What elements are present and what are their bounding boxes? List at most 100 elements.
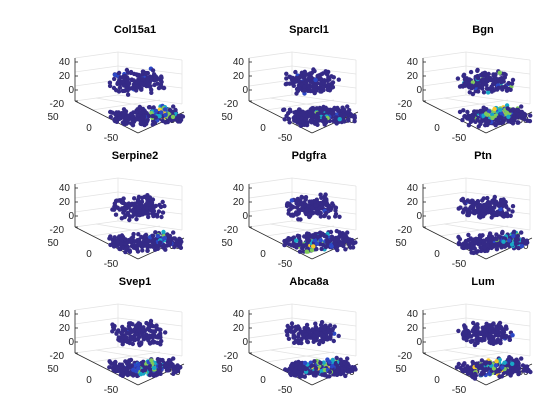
- data-point: [124, 121, 129, 126]
- data-point: [458, 205, 463, 210]
- data-point: [292, 368, 297, 373]
- data-point: [499, 111, 504, 116]
- data-point: [509, 81, 515, 86]
- data-point: [332, 324, 337, 329]
- data-point: [291, 335, 296, 340]
- data-point: [470, 328, 475, 333]
- data-point: [124, 246, 129, 251]
- y-tick-label: 0: [434, 123, 440, 134]
- data-point: [294, 211, 299, 216]
- data-point: [513, 367, 518, 373]
- data-point: [330, 201, 335, 206]
- data-point: [477, 214, 482, 219]
- y-tick-label: 50: [221, 238, 233, 249]
- x-tick-label: -50: [452, 259, 467, 270]
- data-point: [325, 109, 330, 115]
- data-point: [319, 324, 325, 329]
- data-point: [303, 197, 308, 202]
- data-point: [325, 238, 330, 243]
- data-point: [310, 205, 315, 211]
- data-point: [482, 248, 488, 254]
- x-tick-label: -50: [104, 133, 119, 144]
- data-point: [491, 88, 497, 93]
- data-point: [520, 238, 526, 243]
- data-point: [116, 89, 122, 94]
- data-point: [312, 336, 317, 341]
- y-tick-label: 0: [434, 249, 440, 260]
- data-point: [499, 334, 504, 339]
- data-point: [338, 233, 343, 238]
- data-point: [498, 340, 503, 346]
- data-point: [159, 214, 164, 220]
- data-point: [477, 83, 483, 89]
- data-point: [296, 79, 302, 85]
- data-point: [309, 363, 315, 368]
- data-point: [136, 200, 141, 206]
- data-point: [156, 209, 162, 214]
- data-point: [111, 207, 117, 212]
- data-point: [295, 361, 300, 366]
- subplot-title: Serpine2: [112, 150, 158, 162]
- data-point: [523, 241, 528, 246]
- data-point: [122, 206, 128, 211]
- data-point: [511, 113, 516, 119]
- data-point: [491, 329, 497, 335]
- data-point: [318, 338, 323, 344]
- data-point: [510, 77, 516, 83]
- data-point: [485, 112, 490, 117]
- data-point: [124, 115, 129, 121]
- data-point: [294, 339, 299, 344]
- data-point: [499, 80, 504, 85]
- data-point: [136, 328, 142, 333]
- data-point: [295, 233, 300, 238]
- data-point: [150, 233, 156, 239]
- data-point: [159, 75, 164, 81]
- data-point: [515, 233, 521, 239]
- data-point: [147, 333, 152, 338]
- data-point: [294, 238, 299, 243]
- z-tick-label: 20: [59, 197, 71, 208]
- data-point: [113, 112, 118, 117]
- data-point: [502, 244, 507, 249]
- data-point: [286, 116, 292, 122]
- z-tick-label: 20: [407, 323, 419, 334]
- data-point: [341, 233, 347, 239]
- data-point: [297, 249, 303, 254]
- data-point: [333, 119, 338, 125]
- data-point: [456, 328, 461, 334]
- data-point: [486, 202, 491, 207]
- data-point: [498, 324, 503, 329]
- data-point: [161, 242, 166, 248]
- data-point: [337, 230, 342, 235]
- data-point: [150, 122, 155, 127]
- data-point: [130, 341, 135, 347]
- y-tick-label: 0: [260, 375, 266, 386]
- data-point: [315, 330, 320, 336]
- data-point: [468, 69, 474, 75]
- data-point: [345, 369, 350, 374]
- data-point: [112, 364, 118, 369]
- z-tick-label: 0: [242, 85, 248, 96]
- data-point: [328, 229, 334, 235]
- data-point: [150, 113, 155, 119]
- data-point: [470, 203, 475, 208]
- data-point: [125, 331, 130, 336]
- z-tick-label: 40: [59, 57, 71, 68]
- data-point: [150, 335, 156, 340]
- data-point: [132, 196, 137, 201]
- data-point: [463, 77, 468, 82]
- data-point: [125, 338, 130, 343]
- data-point: [506, 119, 511, 124]
- data-point: [320, 372, 325, 377]
- data-point: [283, 367, 288, 372]
- data-point: [496, 115, 501, 120]
- data-point: [309, 248, 315, 253]
- data-point: [132, 204, 138, 209]
- data-point: [478, 234, 484, 239]
- data-point: [321, 85, 326, 90]
- data-point: [304, 322, 310, 328]
- data-point: [117, 85, 123, 90]
- data-point: [297, 86, 302, 92]
- data-point: [133, 246, 138, 251]
- data-point: [302, 70, 307, 76]
